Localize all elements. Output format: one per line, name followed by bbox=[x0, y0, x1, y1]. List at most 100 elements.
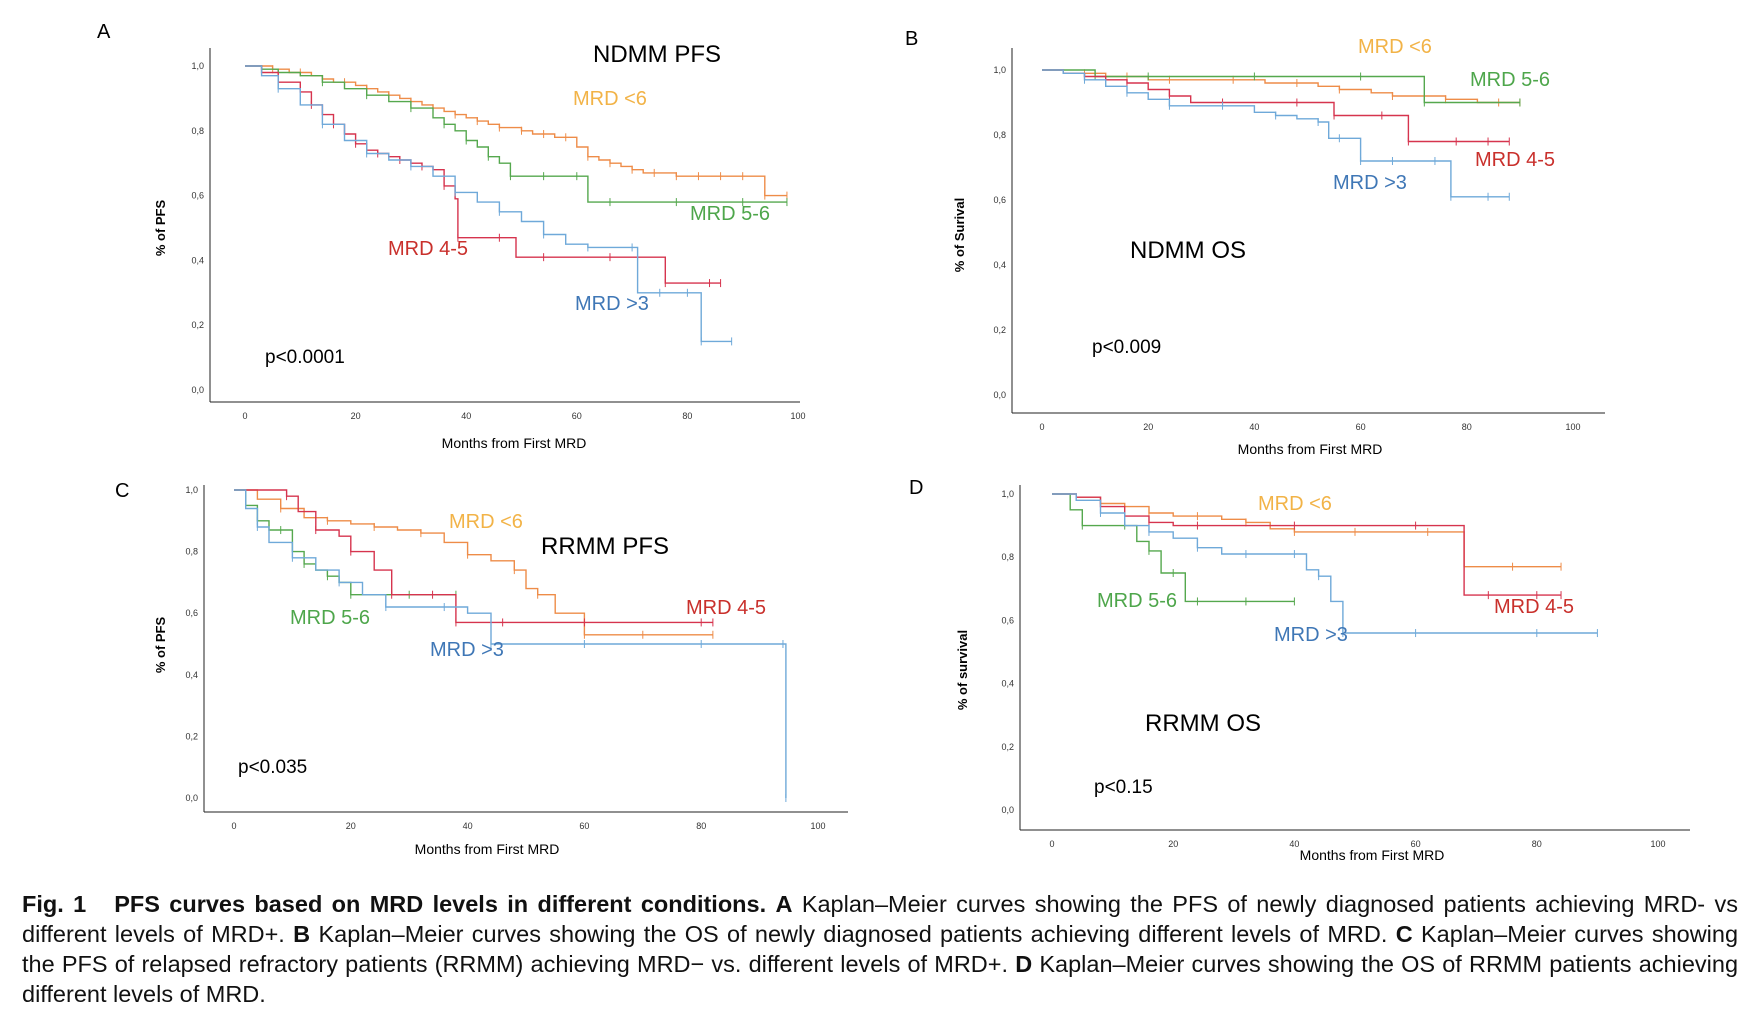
y-tick-label: 0,6 bbox=[993, 195, 1006, 205]
x-tick-label: 0 bbox=[242, 411, 247, 421]
caption-a-text: Kaplan–Meier curves showing the PFS of n… bbox=[22, 891, 1738, 947]
y-tick-label: 0,4 bbox=[191, 255, 204, 265]
series-label-mrd_gt3: MRD >3 bbox=[1333, 172, 1407, 194]
x-tick-label: 100 bbox=[1650, 839, 1665, 849]
y-axis-label: % of PFS bbox=[153, 617, 168, 674]
caption-d-text: Kaplan–Meier curves showing the OS of RR… bbox=[22, 951, 1739, 1007]
y-tick-label: 0,8 bbox=[185, 547, 198, 557]
y-tick-label: 0,2 bbox=[185, 731, 198, 741]
x-tick-label: 100 bbox=[790, 411, 805, 421]
x-axis-label: Months from First MRD bbox=[415, 841, 560, 857]
km-curve-mrd_4_5 bbox=[234, 489, 713, 624]
panel-a: 0,0 0,2 0,4 0,6 0,8 1,0 0 20 40 60 80 100 Months fro… bbox=[97, 21, 806, 451]
panel-title: RRMM PFS bbox=[541, 533, 669, 560]
x-tick-label: 0 bbox=[1049, 839, 1054, 849]
km-curve-mrd_4_5 bbox=[245, 65, 721, 284]
x-tick-label: 20 bbox=[351, 411, 361, 421]
km-curve-mrd_5_6 bbox=[245, 65, 787, 203]
x-axis-label: Months from First MRD bbox=[1238, 441, 1383, 457]
x-tick-label: 40 bbox=[1249, 422, 1259, 432]
x-tick-label: 20 bbox=[1168, 839, 1178, 849]
y-tick-label: 0,6 bbox=[191, 191, 204, 201]
panel-b: 0,0 0,2 0,4 0,6 0,8 1,0 0 20 40 60 80 100 Months fro… bbox=[905, 28, 1605, 457]
x-tick-label: 80 bbox=[682, 411, 692, 421]
km-curve-mrd_gt3 bbox=[245, 65, 732, 343]
y-tick-label: 0,4 bbox=[993, 260, 1006, 270]
panel-d: 0,0 0,2 0,4 0,6 0,8 1,0 0 20 40 60 80 100 Months fro… bbox=[909, 477, 1690, 863]
y-tick-label: 0,0 bbox=[1001, 805, 1014, 815]
y-tick-label: 1,0 bbox=[993, 65, 1006, 75]
panel-letter: A bbox=[97, 21, 111, 43]
km-curve-mrd_4_5 bbox=[1042, 69, 1510, 143]
km-curve-mrd_lt6 bbox=[245, 65, 787, 197]
p-value-annotation: p<0.15 bbox=[1094, 777, 1153, 798]
x-tick-label: 100 bbox=[810, 821, 825, 831]
x-axis-label: Months from First MRD bbox=[442, 435, 587, 451]
km-curve-mrd_gt3 bbox=[1042, 69, 1510, 198]
series-label-mrd_4_5: MRD 4-5 bbox=[1494, 596, 1574, 618]
figure-caption: Fig. 1 PFS curves based on MRD levels in… bbox=[22, 889, 1738, 1009]
x-tick-label: 60 bbox=[1411, 839, 1421, 849]
km-curve-mrd_lt6 bbox=[234, 489, 713, 636]
y-tick-label: 0,4 bbox=[185, 670, 198, 680]
series-label-mrd_4_5: MRD 4-5 bbox=[388, 238, 468, 260]
x-tick-label: 80 bbox=[1532, 839, 1542, 849]
x-tick-label: 20 bbox=[1143, 422, 1153, 432]
y-tick-label: 0,8 bbox=[1001, 552, 1014, 562]
figure-canvas: 0,0 0,2 0,4 0,6 0,8 1,0 0 20 40 60 80 100 Months fro… bbox=[97, 21, 1690, 863]
series-label-mrd_gt3: MRD >3 bbox=[430, 639, 504, 661]
caption-d-letter: D bbox=[1015, 951, 1033, 977]
series-label-mrd_lt6: MRD <6 bbox=[449, 511, 523, 533]
series-label-mrd_gt3: MRD >3 bbox=[575, 293, 649, 315]
km-curve-mrd_5_6 bbox=[234, 489, 456, 596]
panel-c: 0,0 0,2 0,4 0,6 0,8 1,0 0 20 40 60 80 100 Months fro… bbox=[115, 480, 848, 857]
x-tick-label: 100 bbox=[1565, 422, 1580, 432]
series-label-mrd_4_5: MRD 4-5 bbox=[1475, 149, 1555, 171]
y-tick-label: 0,0 bbox=[185, 793, 198, 803]
y-tick-label: 0,0 bbox=[993, 390, 1006, 400]
caption-b-text: Kaplan–Meier curves showing the OS of ne… bbox=[318, 921, 1388, 947]
x-tick-label: 80 bbox=[696, 821, 706, 831]
panel-title: NDMM OS bbox=[1130, 237, 1246, 264]
panel-letter: B bbox=[905, 28, 918, 50]
x-tick-label: 20 bbox=[346, 821, 356, 831]
series-label-mrd_4_5: MRD 4-5 bbox=[686, 597, 766, 619]
panel-title: RRMM OS bbox=[1145, 710, 1261, 737]
series-label-mrd_gt3: MRD >3 bbox=[1274, 624, 1348, 646]
x-tick-label: 0 bbox=[231, 821, 236, 831]
x-tick-label: 60 bbox=[572, 411, 582, 421]
y-tick-label: 1,0 bbox=[185, 485, 198, 495]
x-axis-label: Months from First MRD bbox=[1300, 847, 1445, 863]
series-label-mrd_lt6: MRD <6 bbox=[1258, 493, 1332, 515]
panel-letter: C bbox=[115, 480, 129, 502]
y-tick-label: 0,8 bbox=[993, 130, 1006, 140]
series-label-mrd_lt6: MRD <6 bbox=[1358, 36, 1432, 58]
caption-a-letter: A bbox=[775, 891, 793, 917]
series-label-mrd_5_6: MRD 5-6 bbox=[690, 203, 770, 225]
p-value-annotation: p<0.035 bbox=[238, 757, 307, 778]
y-axis-label: % of Surival bbox=[952, 198, 967, 272]
x-tick-label: 60 bbox=[579, 821, 589, 831]
caption-fig-label: Fig. 1 bbox=[22, 891, 87, 917]
caption-c-letter: C bbox=[1395, 921, 1413, 947]
y-tick-label: 1,0 bbox=[1001, 489, 1014, 499]
panel-title: NDMM PFS bbox=[593, 41, 721, 68]
y-axis-label: % of PFS bbox=[153, 200, 168, 257]
km-curve-mrd_gt3 bbox=[234, 489, 787, 798]
series-label-mrd_lt6: MRD <6 bbox=[573, 88, 647, 110]
y-tick-label: 0,4 bbox=[1001, 679, 1014, 689]
y-tick-label: 0,2 bbox=[191, 320, 204, 330]
p-value-annotation: p<0.009 bbox=[1092, 337, 1161, 358]
panel-letter: D bbox=[909, 477, 923, 499]
y-tick-label: 0,0 bbox=[191, 385, 204, 395]
series-label-mrd_5_6: MRD 5-6 bbox=[1470, 69, 1550, 91]
x-tick-label: 60 bbox=[1356, 422, 1366, 432]
x-tick-label: 80 bbox=[1462, 422, 1472, 432]
x-tick-label: 0 bbox=[1039, 422, 1044, 432]
series-label-mrd_5_6: MRD 5-6 bbox=[290, 607, 370, 629]
x-tick-label: 40 bbox=[1289, 839, 1299, 849]
y-tick-label: 0,2 bbox=[1001, 742, 1014, 752]
series-label-mrd_5_6: MRD 5-6 bbox=[1097, 590, 1177, 612]
p-value-annotation: p<0.0001 bbox=[265, 347, 345, 368]
caption-b-letter: B bbox=[293, 921, 311, 947]
